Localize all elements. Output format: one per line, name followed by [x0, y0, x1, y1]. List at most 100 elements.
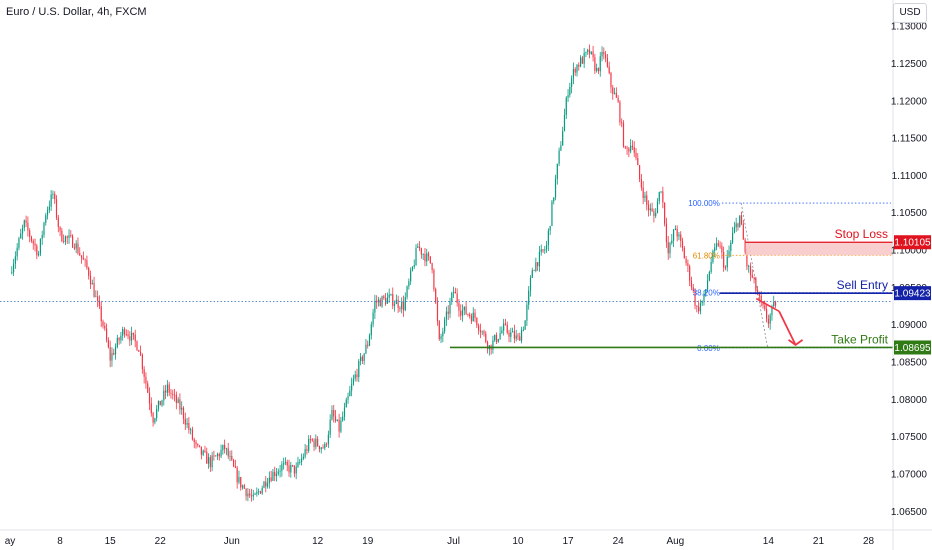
candle-body	[649, 208, 651, 211]
candle-body	[309, 438, 312, 440]
candle-body	[579, 57, 582, 67]
price-badge	[894, 286, 931, 301]
candle-body	[744, 239, 746, 253]
candle-body	[12, 263, 15, 273]
candle-body	[372, 312, 374, 325]
candle-body	[336, 419, 338, 421]
candle-body	[388, 294, 390, 298]
candle-body	[318, 445, 321, 450]
time-tick-label: ay	[5, 536, 16, 547]
candle-body	[418, 246, 421, 249]
candle-body	[150, 403, 152, 414]
candle-body	[293, 465, 295, 474]
candle-body	[145, 376, 147, 384]
candle-body	[84, 259, 86, 261]
candle-body	[39, 238, 42, 254]
candle-body	[254, 493, 256, 495]
candle-body	[526, 304, 528, 321]
price-tick-label: 1.11000	[892, 171, 928, 182]
candle-body	[114, 347, 117, 355]
candle-body	[286, 461, 288, 466]
candle-body	[358, 361, 360, 378]
candle-body	[726, 256, 728, 268]
candle-body	[442, 331, 444, 337]
candle-body	[524, 320, 526, 330]
candle-body	[746, 252, 748, 267]
candle-body	[406, 286, 408, 298]
candle-body	[383, 296, 385, 299]
price-tick-label: 1.12000	[891, 96, 928, 107]
candle-body	[708, 271, 710, 281]
fib-level-label: 61.80%	[693, 251, 720, 260]
candle-body	[769, 315, 771, 324]
stop-loss-zone	[745, 242, 893, 256]
candle-body	[753, 277, 755, 279]
candle-body	[311, 439, 313, 441]
candle-body	[72, 235, 74, 248]
candle-body	[417, 246, 419, 248]
candle-body	[508, 332, 510, 337]
candle-body	[34, 243, 36, 246]
candle-body	[481, 331, 483, 333]
candle-body	[347, 396, 349, 400]
candle-body	[719, 245, 721, 247]
candle-body	[699, 303, 702, 312]
candle-body	[272, 471, 274, 481]
candle-body	[499, 332, 501, 340]
candle-body	[252, 494, 254, 497]
candle-body	[234, 466, 236, 468]
candle-body	[179, 399, 181, 410]
candle-body	[692, 287, 694, 291]
candle-body	[218, 453, 220, 457]
candle-body	[411, 266, 414, 271]
sell-entry-label: Sell Entry	[837, 278, 888, 292]
candle-body	[370, 324, 372, 336]
candle-body	[66, 236, 68, 238]
candle-body	[258, 491, 260, 493]
candle-body	[630, 145, 632, 152]
candle-body	[54, 193, 56, 200]
candle-body	[198, 445, 201, 447]
fib-trend-line	[740, 202, 769, 348]
candle-body	[229, 456, 231, 457]
candle-body	[141, 354, 143, 370]
candle-body	[320, 447, 322, 450]
currency-button[interactable]: USD	[893, 3, 927, 23]
candle-body	[512, 331, 514, 333]
candle-body	[200, 446, 202, 455]
candle-body	[263, 481, 265, 488]
candle-body	[14, 256, 16, 264]
price-tick-label: 1.12500	[891, 59, 928, 70]
candle-body	[583, 52, 585, 64]
candle-body	[209, 457, 211, 468]
candle-body	[474, 312, 476, 318]
candle-body	[118, 338, 120, 341]
candle-body	[420, 248, 422, 255]
candle-body	[390, 294, 392, 295]
candle-body	[45, 215, 47, 223]
candle-body	[11, 272, 13, 274]
candle-body	[658, 192, 660, 202]
candle-body	[671, 240, 673, 244]
candle-body	[136, 341, 138, 351]
candle-body	[281, 464, 283, 471]
candle-body	[452, 291, 455, 293]
candle-body	[644, 195, 646, 199]
candle-body	[735, 223, 737, 228]
candle-body	[748, 265, 750, 267]
candle-body	[724, 267, 727, 269]
projection-arrow-tail	[755, 297, 780, 312]
candle-body	[449, 301, 451, 314]
candle-body	[32, 240, 34, 244]
candle-body	[739, 215, 741, 227]
candle-body	[408, 281, 410, 287]
candle-body	[102, 321, 104, 326]
candle-body	[628, 148, 630, 152]
candle-body	[517, 335, 519, 337]
candle-body	[184, 418, 186, 425]
candle-body	[80, 255, 83, 258]
candle-body	[356, 374, 358, 378]
overlay-layer: 100.00% 61.80% 38.20% 0.00% Stop Loss Sell En…	[0, 199, 893, 353]
candle-body	[690, 280, 693, 288]
